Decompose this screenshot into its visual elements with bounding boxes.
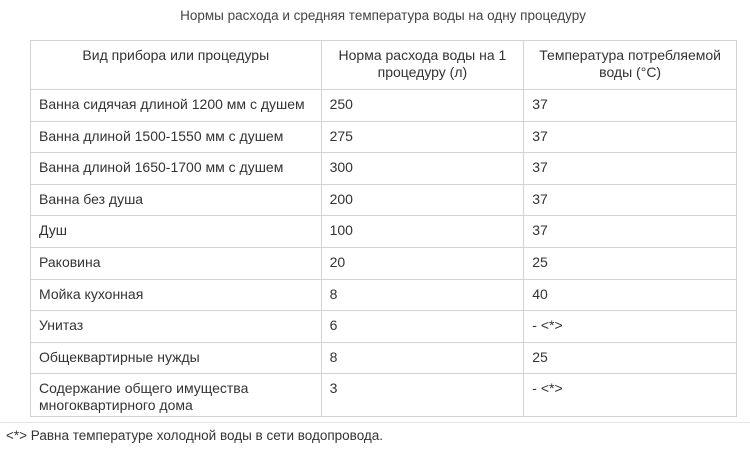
cell-temperature: 37 bbox=[523, 120, 737, 154]
cell-device: Раковина bbox=[30, 246, 322, 280]
table-row: Ванна длиной 1650-1700 мм с душем 300 37 bbox=[30, 152, 737, 185]
cell-water-rate: 200 bbox=[320, 183, 525, 217]
cell-device: Ванна без душа bbox=[30, 183, 322, 217]
footnote-divider bbox=[0, 422, 750, 423]
cell-temperature: 37 bbox=[523, 215, 737, 248]
table-row: Ванна сидячая длиной 1200 мм с душем 250… bbox=[30, 89, 737, 122]
cell-device: Мойка кухонная bbox=[30, 278, 322, 312]
cell-device: Ванна длиной 1650-1700 мм с душем bbox=[30, 152, 322, 185]
cell-temperature: 25 bbox=[523, 341, 737, 375]
cell-water-rate: 6 bbox=[320, 310, 525, 343]
cell-water-rate: 8 bbox=[320, 341, 525, 375]
table-caption: Нормы расхода и средняя температура воды… bbox=[180, 8, 586, 23]
cell-device: Ванна сидячая длиной 1200 мм с душем bbox=[30, 89, 322, 122]
table-row: Душ 100 37 bbox=[30, 215, 737, 248]
cell-temperature: 37 bbox=[523, 183, 737, 217]
table-row: Общеквартирные нужды 8 25 bbox=[30, 341, 737, 375]
cell-water-rate: 300 bbox=[320, 152, 525, 185]
table-row: Ванна длиной 1500-1550 мм с душем 275 37 bbox=[30, 120, 737, 154]
table-row: Раковина 20 25 bbox=[30, 246, 737, 280]
cell-water-rate: 100 bbox=[320, 215, 525, 248]
cell-device: Душ bbox=[30, 215, 322, 248]
cell-temperature: 40 bbox=[523, 278, 737, 312]
header-device: Вид прибора или процедуры bbox=[30, 40, 322, 90]
cell-temperature: - <*> bbox=[523, 373, 737, 418]
footnote: <*> Равна температуре холодной воды в се… bbox=[6, 428, 384, 443]
cell-temperature: 37 bbox=[523, 89, 737, 122]
cell-temperature: 37 bbox=[523, 152, 737, 185]
cell-water-rate: 8 bbox=[320, 278, 525, 312]
table-row: Мойка кухонная 8 40 bbox=[30, 278, 737, 312]
header-water-rate: Норма расхода воды на 1 процедуру (л) bbox=[320, 40, 525, 90]
cell-device: Общеквартирные нужды bbox=[30, 341, 322, 375]
cell-water-rate: 3 bbox=[320, 373, 525, 418]
cell-water-rate: 250 bbox=[320, 89, 525, 122]
header-temperature: Температура потребляемой воды (°С) bbox=[523, 40, 737, 90]
table-row: Ванна без душа 200 37 bbox=[30, 183, 737, 217]
water-norms-table: Вид прибора или процедуры Норма расхода … bbox=[30, 40, 737, 418]
cell-device: Унитаз bbox=[30, 310, 322, 343]
cell-water-rate: 275 bbox=[320, 120, 525, 154]
cell-temperature: - <*> bbox=[523, 310, 737, 343]
table-row: Содержание общего имущества многоквартир… bbox=[30, 373, 737, 418]
cell-device: Содержание общего имущества многоквартир… bbox=[30, 373, 322, 418]
table-row: Унитаз 6 - <*> bbox=[30, 310, 737, 343]
cell-temperature: 25 bbox=[523, 246, 737, 280]
cell-water-rate: 20 bbox=[320, 246, 525, 280]
table-header-row: Вид прибора или процедуры Норма расхода … bbox=[30, 40, 737, 90]
cell-device: Ванна длиной 1500-1550 мм с душем bbox=[30, 120, 322, 154]
